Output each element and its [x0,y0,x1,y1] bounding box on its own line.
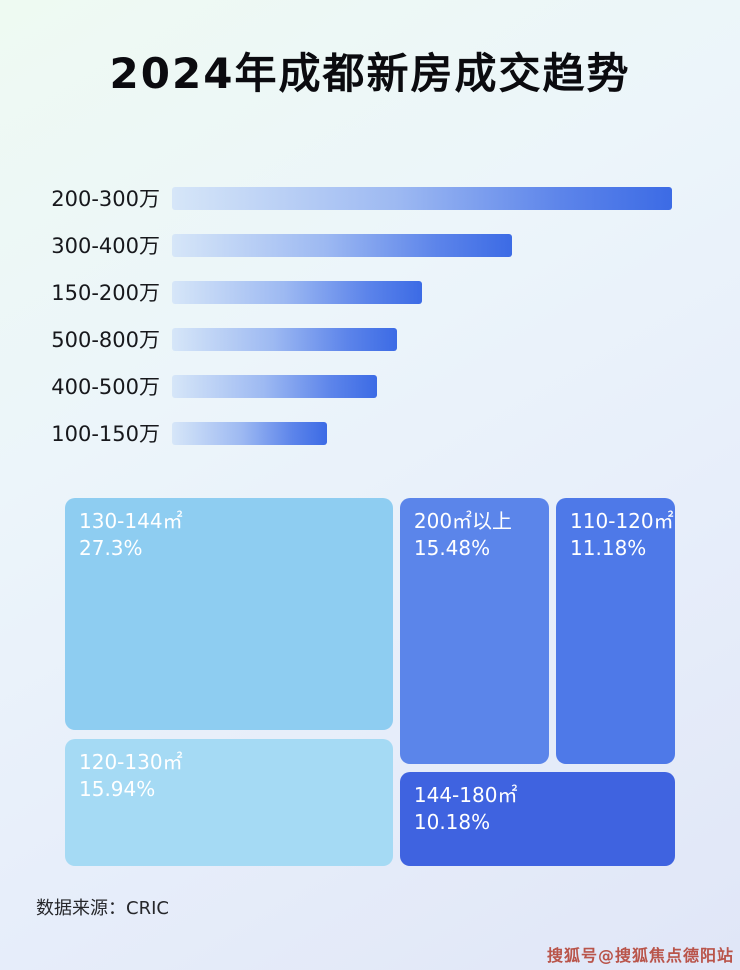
bar-category-label: 200-300万 [51,187,160,211]
treemap-block-share: 15.94% [79,776,156,801]
bar-category-label: 400-500万 [51,375,160,399]
treemap-block: 144-180㎡ 10.18% [399,772,675,866]
bar-track [172,374,672,398]
bar [172,186,672,210]
price-band-bar-chart: 200-300万 300-400万 150-200万 500-800万 400-500万… [38,186,672,468]
treemap-block-label: 144-180㎡ [413,783,518,808]
bar-track [172,233,672,257]
treemap-block-label: 200㎡以上 [413,509,513,533]
treemap-block-label: 130-144㎡ [79,509,183,533]
bar [172,233,512,257]
bar-row: 300-400万 [38,233,672,258]
treemap-block: 120-130㎡ 15.94% [65,738,394,866]
bar-row: 150-200万 [38,280,672,305]
bar-category-label: 150-200万 [51,281,160,305]
bar [172,327,397,351]
watermark-text: 搜狐号@搜狐焦点德阳站 [546,946,734,965]
treemap-block-share: 10.18% [413,810,491,835]
treemap-block-share: 15.48% [413,536,491,560]
treemap-block: 110-120㎡ 11.18% [556,498,675,765]
bar [172,421,327,445]
bar-row: 400-500万 [38,374,672,399]
bar-category-label: 300-400万 [51,234,160,258]
data-source-label: 数据来源：CRIC [36,898,169,919]
treemap-block-label: 120-130㎡ [79,749,183,774]
bar-track [172,186,672,210]
treemap-block: 200㎡以上 15.48% [399,498,550,765]
bar-category-label: 500-800万 [51,328,160,352]
bar-row: 500-800万 [38,327,672,352]
bar-row: 200-300万 [38,186,672,211]
bar [172,374,377,398]
treemap-block: 130-144㎡ 27.3% [65,498,394,730]
treemap-block-share: 11.18% [570,536,647,560]
treemap-block-label: 110-120㎡ [570,509,674,533]
bar-row: 100-150万 [38,421,672,446]
bar-track [172,421,672,445]
bar-track [172,280,672,304]
bar [172,280,422,304]
area-share-treemap: 130-144㎡ 27.3% 120-130㎡ 15.94% 200㎡以上 15.48% 1… [65,498,675,866]
bar-category-label: 100-150万 [51,422,160,446]
bar-track [172,327,672,351]
page-title: 2024年成都新房成交趋势 [109,49,631,98]
treemap-block-share: 27.3% [79,536,143,560]
